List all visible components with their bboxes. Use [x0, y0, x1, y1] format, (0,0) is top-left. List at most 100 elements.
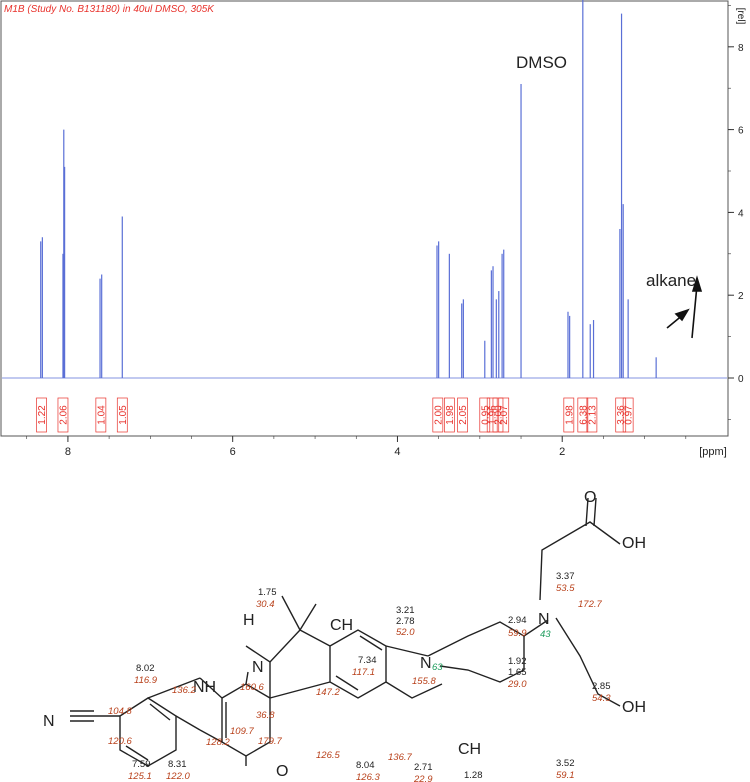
integral-box [57, 397, 69, 433]
x-tick-label: 8 [65, 446, 71, 458]
atom-n-amine: N [538, 611, 550, 628]
nmr-spectrum-chart: M1B (Study No. B131180) in 40ul DMSO, 30… [0, 0, 750, 470]
y-tick-label: 4 [738, 208, 744, 219]
c-shift-labels: 30.4 116.9 136.2 160.6 36.8 147.2 117.1 52.0 53.… [108, 583, 611, 782]
alkane-arrow-2 [691, 284, 698, 339]
c-shift-k: 59.9 [508, 628, 527, 639]
c-shift-l: 29.0 [507, 679, 527, 690]
y-axis: 0 2 4 6 8 [728, 5, 744, 420]
integral-box [563, 397, 575, 433]
spectrum-peaks [40, 0, 657, 378]
y-tick-label: 2 [738, 291, 744, 302]
integral-box [444, 397, 455, 433]
bond-lines [70, 497, 621, 767]
x-tick-label: 6 [230, 446, 236, 458]
integral-box [457, 397, 468, 433]
y-tick-label: 8 [738, 43, 744, 54]
integral-box [95, 397, 107, 433]
atom-n-nitrile: N [43, 713, 55, 730]
h-shift-l: 7.59 [132, 759, 151, 770]
integral-box [615, 397, 627, 433]
alkane-arrowhead-1 [674, 308, 690, 322]
integral-box [586, 397, 598, 433]
h-shift-g: 2.94 [508, 615, 527, 626]
h-shift-o: 2.71 [414, 762, 433, 773]
h-shift-k: 3.52 [556, 758, 575, 769]
c-shift-e: 36.8 [256, 710, 275, 721]
dmso-annotation: DMSO [516, 53, 567, 72]
integral-labels: 1.22 2.06 1.04 1.05 2.00 1.98 2.05 0.951.962.00… [36, 397, 635, 433]
c-shift-i: 53.5 [556, 583, 575, 594]
c-shift-v: 136.7 [388, 752, 412, 763]
integral-label: 2.05 [458, 405, 469, 425]
integral-box [492, 397, 504, 433]
c-shift-x: 122.0 [166, 771, 190, 782]
c-shift-o: 104.8 [108, 706, 132, 717]
atom-ch3-methyl: CH [330, 617, 353, 634]
integral-label: 2.00 [433, 405, 444, 425]
c-shift-m: 54.3 [592, 693, 611, 704]
alkane-annotation: alkane [646, 271, 696, 290]
c-shift-r: 179.7 [258, 736, 282, 747]
chart-background [0, 0, 750, 470]
integral-box [479, 397, 491, 433]
atom-n-indole: N [252, 659, 264, 676]
h-shift-f: 3.37 [556, 571, 575, 582]
integral-label: 2.07 [499, 405, 510, 425]
integral-label: 1.04 [96, 405, 107, 425]
c-shift-d: 160.6 [240, 682, 264, 693]
integral-label: 0.97 [624, 405, 635, 425]
integral-label: 1.22 [37, 405, 48, 425]
h-shift-p: 1.28 [464, 770, 483, 781]
x-axis-label: [ppm] [699, 446, 727, 458]
integral-label: 6.38 [578, 405, 589, 425]
y-tick-label: 6 [738, 126, 744, 137]
c-shift-c: 136.2 [172, 685, 196, 696]
c-shift-u: 155.8 [412, 676, 436, 687]
c-shift-n: 59.1 [556, 770, 575, 781]
h-shift-d: 3.21 [396, 605, 415, 616]
integral-label: 3.36 [616, 405, 627, 425]
h-shift-a: 1.75 [258, 587, 277, 598]
n-shift-b: 43 [540, 629, 551, 640]
atom-o-carbonyl: O [584, 489, 596, 506]
h-shift-j: 2.85 [592, 681, 611, 692]
h-shift-m: 8.31 [168, 759, 187, 770]
x-axis: 8 6 4 2 [26, 436, 687, 458]
c-shift-z: 22.9 [413, 774, 433, 782]
h-shift-i: 1.65 [508, 667, 527, 678]
integral-label: 1.98 [445, 405, 456, 425]
h-shift-n: 8.04 [356, 760, 375, 771]
integral-box [498, 397, 510, 433]
atom-n-piperidine: N [420, 655, 432, 672]
integral-label: 1.05 [118, 405, 129, 425]
n-shift-labels: 63 43 [432, 629, 551, 673]
c-shift-g: 117.1 [352, 667, 375, 678]
atom-ch3-ethyl: CH [458, 741, 481, 758]
c-shift-t: 126.5 [316, 750, 340, 761]
c-shift-w: 125.1 [128, 771, 152, 782]
atom-oh-alcohol: OH [622, 699, 646, 716]
integral-label: 2.06 [58, 405, 69, 425]
c-shift-p: 120.6 [108, 736, 132, 747]
integral-box [116, 397, 128, 433]
x-tick-label: 4 [394, 446, 400, 458]
h-shift-b: 8.02 [136, 663, 155, 674]
y-tick-label: 0 [738, 374, 744, 385]
atom-o-ketone: O [276, 763, 288, 780]
chart-title: M1B (Study No. B131180) in 40ul DMSO, 30… [4, 4, 215, 15]
c-shift-f: 147.2 [316, 687, 340, 698]
n-shift-a: 63 [432, 662, 443, 673]
h-shift-h: 1.92 [508, 656, 527, 667]
c-shift-y: 126.3 [356, 772, 380, 782]
atom-labels: N NH O N H CH CH N N O OH OH [43, 489, 646, 780]
c-shift-j: 172.7 [578, 599, 602, 610]
integral-box [486, 397, 498, 433]
integral-box [577, 397, 589, 433]
atom-nh: NH [193, 679, 216, 696]
h-shift-e: 2.78 [396, 616, 415, 627]
plot-frame [0, 0, 729, 437]
alkane-arrows [666, 275, 703, 339]
c-shift-a: 30.4 [256, 599, 275, 610]
integral-box [36, 397, 47, 433]
